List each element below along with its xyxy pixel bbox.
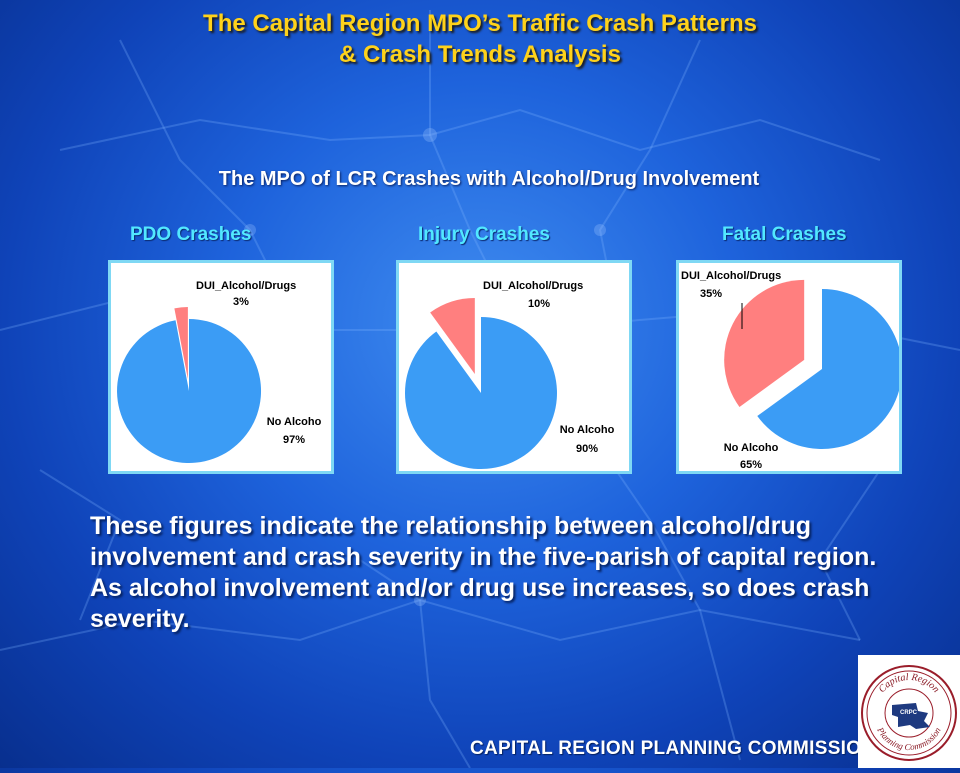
label-pdo-no-alcohol: No Alcoho	[267, 416, 322, 428]
value-fatal-dui: 35%	[700, 288, 722, 300]
footer-organization-name: CAPITAL REGION PLANNING COMMISSION	[470, 738, 876, 759]
page-title-line2: & Crash Trends Analysis	[339, 41, 621, 68]
louisiana-shape-icon	[892, 703, 930, 729]
pie-svg-injury: DUI_Alcohol/Drugs 10% No Alcoho 90%	[404, 280, 615, 469]
pie-slice-fatal-no-alcohol	[757, 289, 899, 449]
chart-title-injury: Injury Crashes	[418, 224, 550, 245]
pie-chart-pdo: DUI_Alcohol/Drugs 3% No Alcoho 97%	[108, 260, 334, 474]
pie-slice-fatal-dui	[724, 279, 805, 407]
value-pdo-dui: 3%	[233, 296, 249, 308]
crpc-seal: Capital Region Planning Commission CRPC	[861, 665, 957, 761]
label-injury-no-alcohol: No Alcoho	[560, 424, 615, 436]
value-injury-dui: 10%	[528, 298, 550, 310]
chart-title-pdo: PDO Crashes	[130, 224, 252, 245]
value-fatal-no-alcohol: 65%	[740, 459, 762, 471]
page-title-line1: The Capital Region MPO’s Traffic Crash P…	[203, 10, 757, 37]
pie-svg-fatal: DUI_Alcohol/Drugs 35% No Alcoho 65%	[681, 270, 899, 471]
logo-monogram: CRPC	[900, 710, 918, 716]
label-pdo-dui: DUI_Alcohol/Drugs	[196, 280, 296, 292]
pie-svg-pdo: DUI_Alcohol/Drugs 3% No Alcoho 97%	[117, 280, 322, 463]
pie-slice-pdo-no-alcohol	[117, 319, 262, 463]
body-paragraph: These figures indicate the relationship …	[90, 512, 877, 633]
chart-title-fatal: Fatal Crashes	[722, 224, 847, 245]
pie-slice-injury-no-alcohol	[404, 317, 557, 469]
pie-slice-pdo-dui	[174, 307, 188, 380]
label-fatal-dui: DUI_Alcohol/Drugs	[681, 270, 781, 282]
value-injury-no-alcohol: 90%	[576, 443, 598, 455]
pie-chart-injury: DUI_Alcohol/Drugs 10% No Alcoho 90%	[396, 260, 632, 474]
label-injury-dui: DUI_Alcohol/Drugs	[483, 280, 583, 292]
page-title: The Capital Region MPO’s Traffic Crash P…	[0, 8, 960, 70]
section-subtitle: The MPO of LCR Crashes with Alcohol/Drug…	[218, 168, 760, 190]
pie-chart-fatal: DUI_Alcohol/Drugs 35% No Alcoho 65%	[676, 260, 902, 474]
label-fatal-no-alcohol: No Alcoho	[724, 442, 779, 454]
pie-slice-injury-dui	[430, 297, 475, 374]
value-pdo-no-alcohol: 97%	[283, 434, 305, 446]
crpc-logo: Capital Region Planning Commission CRPC	[858, 655, 960, 768]
